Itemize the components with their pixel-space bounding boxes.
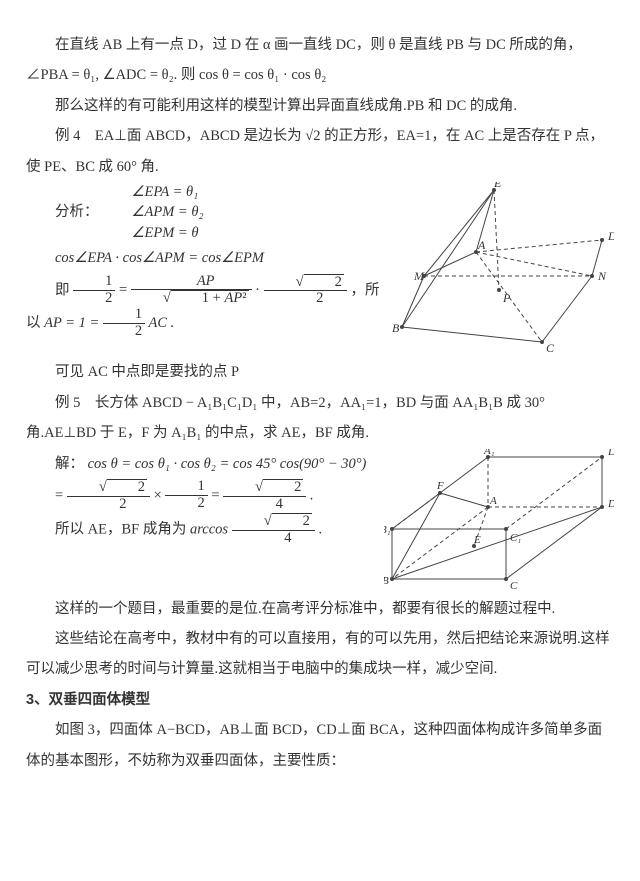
aebf-post: . bbox=[319, 521, 323, 537]
solution-line: 解： cos θ = cos θ₁ · cos θ₂ = cos 45° cos… bbox=[26, 449, 384, 479]
ap-result: AP = 1 = bbox=[44, 315, 103, 331]
para-7: 这些结论在高考中，教材中有的可以直接用，有的可以先用，然后把结论来源说明.这样可… bbox=[26, 624, 614, 685]
svg-text:C₁: C₁ bbox=[510, 532, 521, 544]
svg-text:B: B bbox=[384, 575, 389, 587]
cos-equation: cos∠EPA · cos∠APM = cos∠EPM bbox=[26, 243, 384, 273]
half-ac: AC . bbox=[149, 315, 175, 331]
svg-text:F: F bbox=[436, 480, 444, 492]
svg-text:E: E bbox=[493, 182, 502, 190]
midpoint-conclusion: 可见 AC 中点即是要找的点 P bbox=[26, 357, 614, 387]
analysis-block: 分析： ∠EPA = θ₁ ∠APM = θ₂ ∠EPM = θ bbox=[26, 182, 384, 243]
svg-text:A: A bbox=[477, 238, 486, 252]
calc-line: = √22 × 12 = √24 . bbox=[26, 479, 384, 513]
example-4: 例 4 EA⊥面 ABCD，ABCD 是边长为 √2 的正方形，EA=1，在 A… bbox=[26, 121, 614, 182]
svg-text:A₁: A₁ bbox=[483, 449, 495, 457]
analysis-row: 分析： ∠EPA = θ₁ ∠APM = θ₂ ∠EPM = θ cos∠EPA… bbox=[26, 182, 614, 357]
svg-text:N: N bbox=[597, 269, 607, 283]
res-tail: . bbox=[310, 487, 314, 503]
svg-text:D: D bbox=[607, 229, 614, 243]
section-3-heading: 3、双垂四面体模型 bbox=[26, 685, 614, 715]
svg-text:E: E bbox=[473, 534, 481, 546]
an-line-3: ∠EPM = θ bbox=[103, 223, 204, 243]
arccos-text: arccos bbox=[190, 521, 228, 537]
ji-text: 即 bbox=[55, 282, 70, 298]
svg-text:B₁: B₁ bbox=[384, 524, 391, 536]
svg-text:C: C bbox=[546, 341, 555, 355]
cos-eq-2: cos θ = cos θ₁ · cos θ₂ = cos 45° cos(90… bbox=[88, 456, 367, 472]
para-8: 如图 3，四面体 A−BCD，AB⊥面 BCD，CD⊥面 BCA，这种四面体构成… bbox=[26, 715, 614, 776]
analysis-label: 分析： bbox=[26, 197, 99, 227]
svg-text:P: P bbox=[502, 291, 511, 305]
svg-text:B: B bbox=[392, 321, 400, 335]
figure-2: A₁ D₁ A D B₁ C₁ B C F E bbox=[384, 449, 614, 594]
svg-text:M: M bbox=[413, 269, 425, 283]
aebf-pre: 所以 AE，BF 成角为 bbox=[55, 521, 190, 537]
para-1: 在直线 AB 上有一点 D，过 D 在 α 画一直线 DC，则 θ 是直线 PB… bbox=[26, 30, 614, 91]
svg-text:C: C bbox=[510, 580, 518, 592]
solution-row: 解： cos θ = cos θ₁ · cos θ₂ = cos 45° cos… bbox=[26, 449, 614, 594]
para-6: 这样的一个题目，最重要的是位.在高考评分标准中，都要有很长的解题过程中. bbox=[26, 594, 614, 624]
jie-label: 解： bbox=[55, 456, 84, 472]
svg-text:D₁: D₁ bbox=[607, 449, 614, 458]
derive-line: 即 12 = AP√1 + AP² · √22 ，所以 AP = 1 = 12 … bbox=[26, 274, 384, 341]
svg-text:A: A bbox=[489, 495, 497, 507]
para-2: 那么这样的有可能利用这样的模型计算出异面直线成角.PB 和 DC 的成角. bbox=[26, 91, 614, 121]
svg-text:D: D bbox=[607, 498, 614, 510]
ae-bf-angle: 所以 AE，BF 成角为 arccos √24 . bbox=[26, 513, 384, 547]
an-line-1: ∠EPA = θ₁ bbox=[103, 182, 204, 202]
an-line-2: ∠APM = θ₂ bbox=[103, 202, 204, 222]
example-5: 例 5 长方体 ABCD − A₁B₁C₁D₁ 中，AB=2，AA₁=1，BD … bbox=[26, 388, 614, 449]
figure-1: E A M B C N D P bbox=[384, 182, 614, 357]
